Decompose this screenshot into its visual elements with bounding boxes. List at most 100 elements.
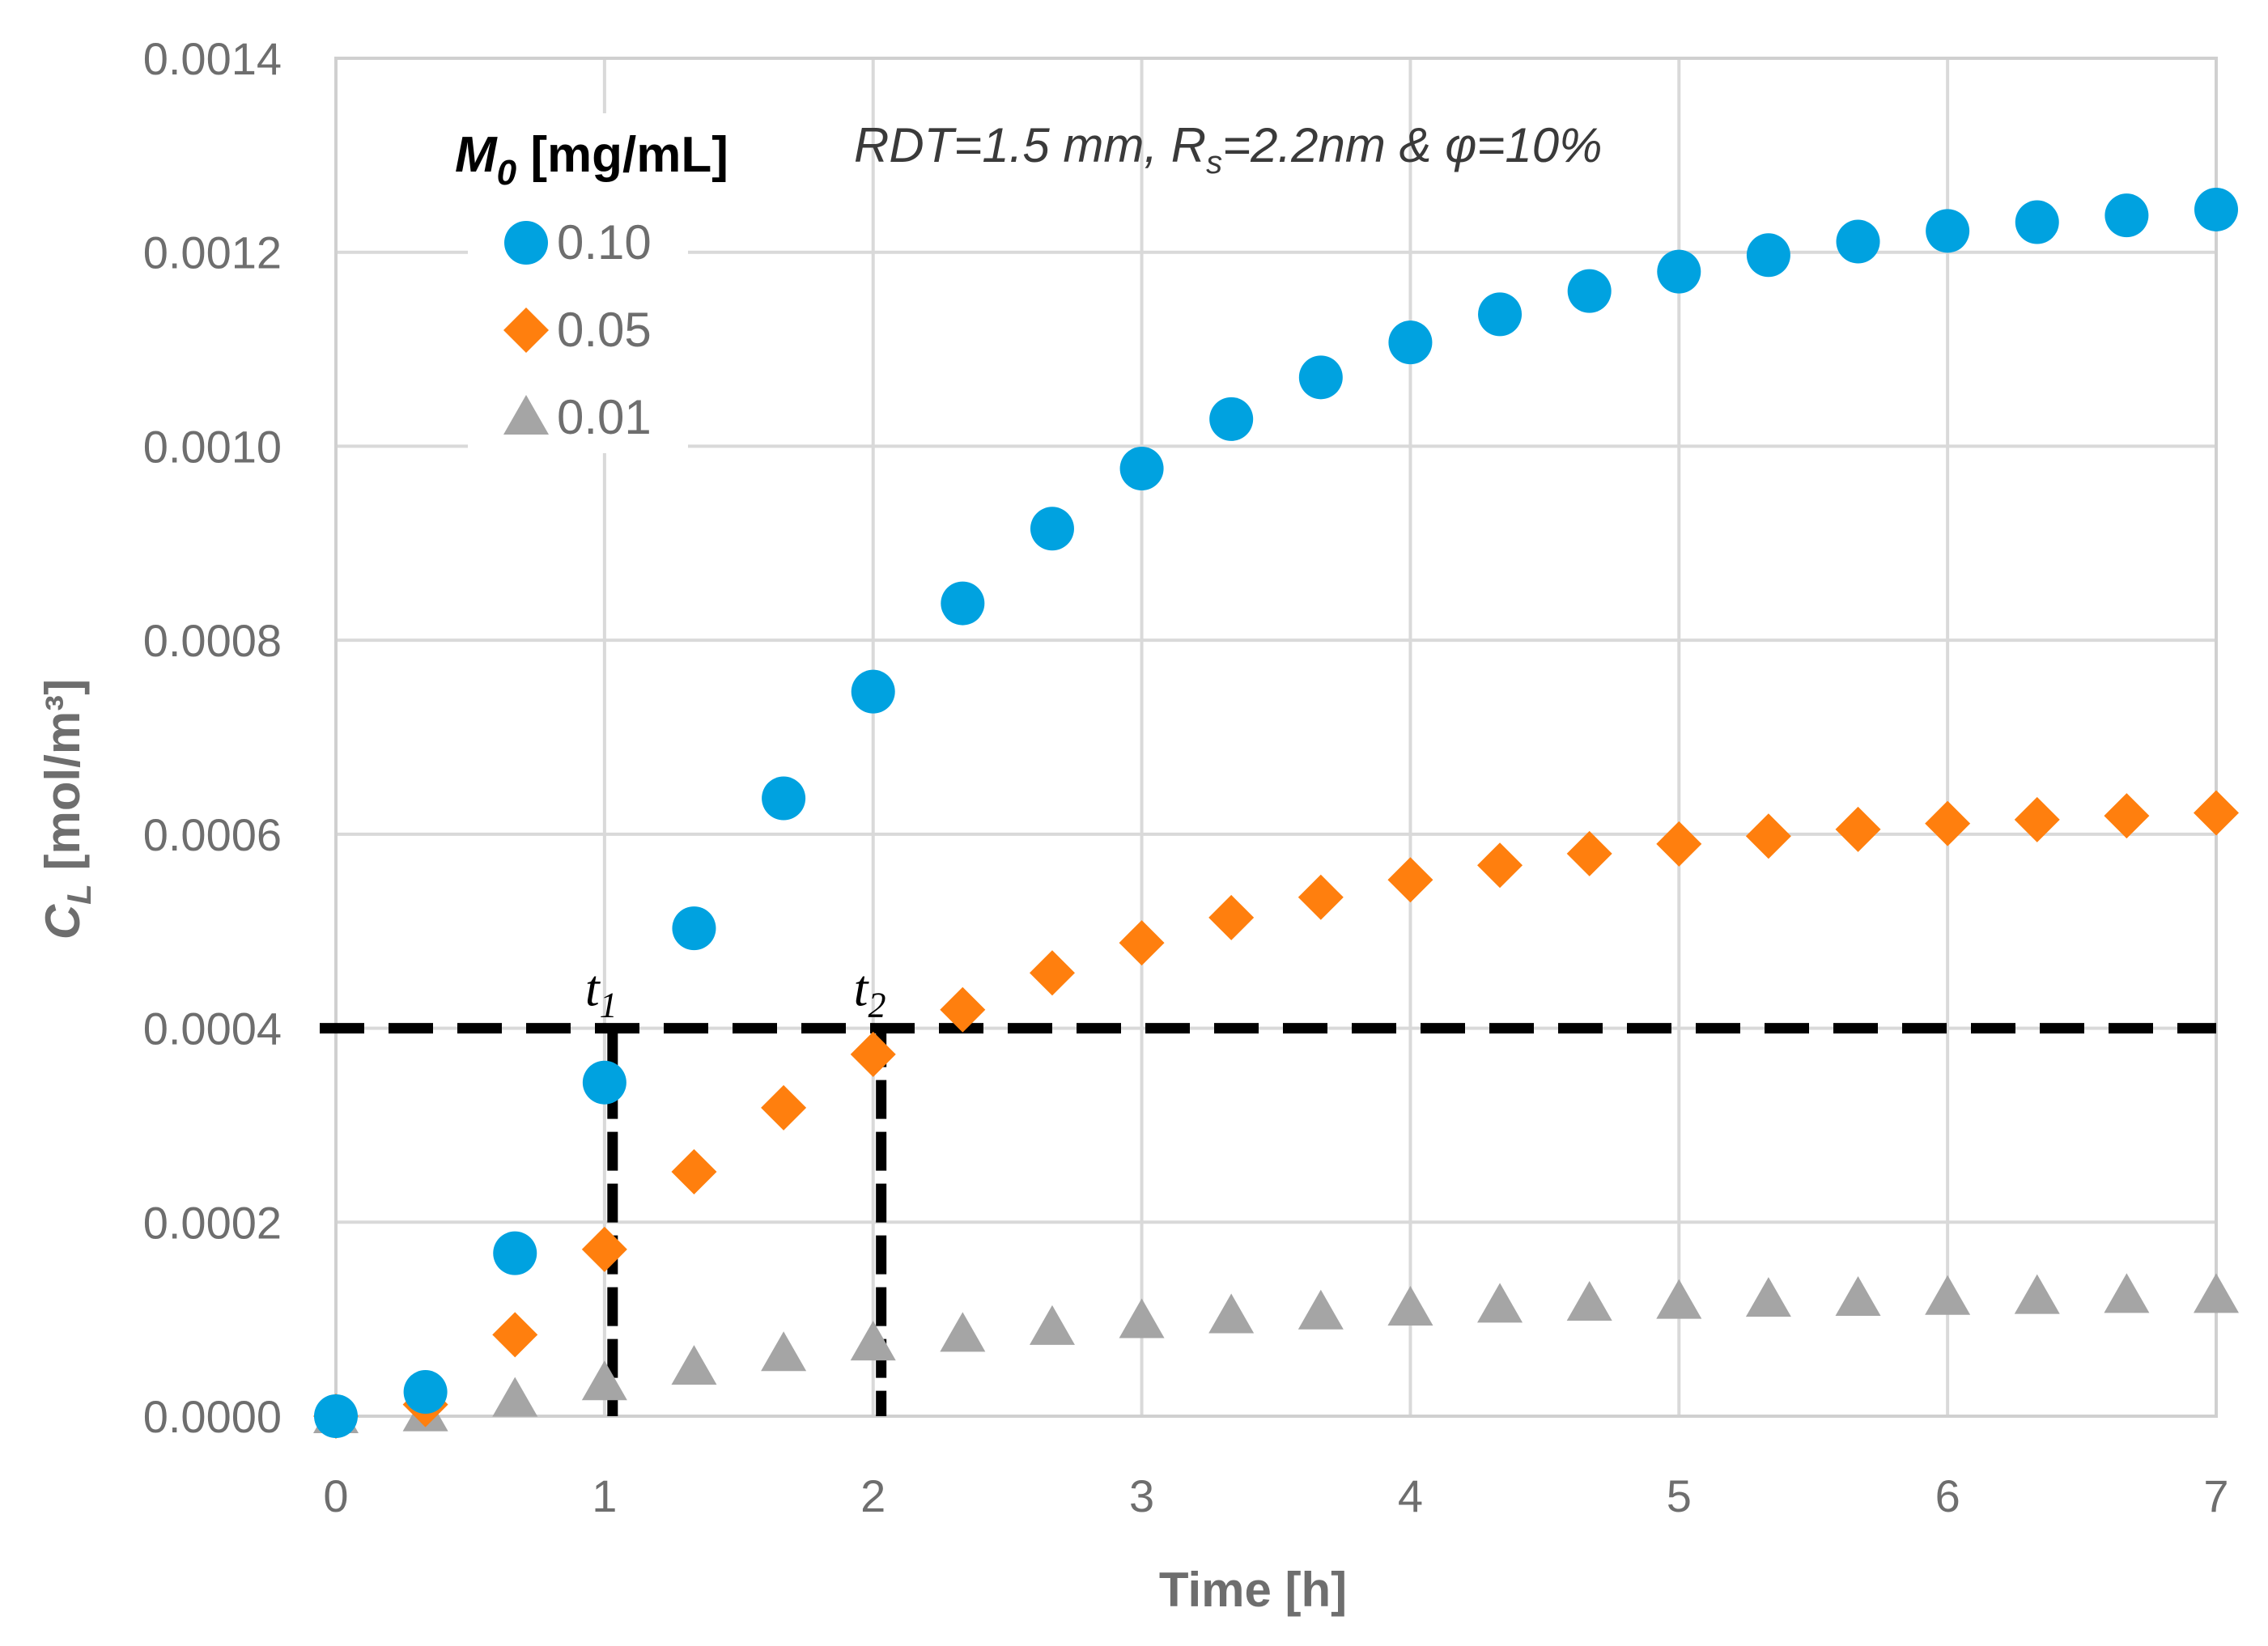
data-point <box>941 581 985 626</box>
legend: M0 [mg/mL] 0.10 0.05 0.01 <box>455 113 728 453</box>
data-point <box>1836 219 1880 264</box>
data-point <box>850 1321 896 1361</box>
data-point <box>2194 187 2238 231</box>
series <box>313 187 2239 1439</box>
annotation-sub: s <box>1206 145 1222 180</box>
data-point <box>940 1312 986 1352</box>
data-point <box>762 776 806 821</box>
x-tick-label: 4 <box>1398 1470 1423 1521</box>
data-point <box>1925 1275 1971 1315</box>
data-point <box>2014 796 2060 842</box>
plot-area-frame <box>334 57 2218 1418</box>
data-point <box>1477 1283 1523 1323</box>
data-point <box>2104 193 2149 238</box>
data-point <box>1746 233 1790 278</box>
data-point <box>671 1148 717 1194</box>
time-marker-label-2: t2 <box>854 960 886 1025</box>
y-tick-label: 0.0010 <box>143 421 282 472</box>
series-0.10 <box>314 187 2238 1438</box>
data-point <box>581 1226 627 1272</box>
x-axis-ticks: 0 1 2 3 4 5 6 7 <box>323 1470 2228 1521</box>
data-point <box>1209 397 1254 441</box>
legend-title: M0 [mg/mL] <box>455 127 728 193</box>
data-point <box>314 1394 358 1438</box>
data-point <box>2015 200 2059 244</box>
data-point <box>1119 446 1164 490</box>
annotation-post: =2.2nm & φ=10% <box>1222 118 1602 172</box>
x-tick-label: 7 <box>2203 1470 2228 1521</box>
y-axis-title: CL [mol/m³] <box>36 679 98 940</box>
data-point <box>1566 830 1612 876</box>
x-tick-label: 3 <box>1129 1470 1154 1521</box>
chart-annotation: RDT=1.5 mm, Rs=2.2nm & φ=10% <box>854 118 1603 180</box>
data-point <box>1745 1277 1791 1317</box>
data-point <box>1925 800 1971 846</box>
y-axis-title-unit: [mol/m³] <box>36 679 90 884</box>
data-point <box>1208 894 1255 940</box>
data-point <box>1478 292 1523 337</box>
data-point <box>1029 950 1075 996</box>
y-tick-label: 0.0014 <box>143 33 282 84</box>
data-point <box>2194 790 2239 836</box>
legend-title-sub: 0 <box>497 153 517 193</box>
data-point <box>1119 920 1165 966</box>
time-marker-label-1: t1 <box>585 960 618 1025</box>
legend-items: 0.10 0.05 0.01 <box>503 215 652 444</box>
annotation-pre: RDT=1.5 mm, R <box>854 118 1206 172</box>
legend-background <box>468 113 688 453</box>
legend-marker-diamond <box>503 308 549 353</box>
data-point <box>940 986 986 1033</box>
data-point <box>1477 842 1523 889</box>
y-axis-title-base: C <box>36 903 90 940</box>
y-tick-label: 0.0008 <box>143 615 282 666</box>
data-point <box>761 1331 807 1372</box>
data-point <box>1387 1285 1433 1326</box>
data-point <box>1656 1279 1702 1319</box>
data-point <box>1387 857 1433 903</box>
data-point <box>492 1377 538 1417</box>
data-point <box>1298 355 1343 400</box>
legend-label: 0.05 <box>557 303 652 357</box>
y-tick-label: 0.0006 <box>143 809 282 860</box>
y-axis-ticks: 0.0000 0.0002 0.0004 0.0006 0.0008 0.0010 0.00… <box>143 33 282 1442</box>
data-point <box>1926 209 1970 253</box>
data-point <box>1119 1298 1165 1338</box>
x-tick-label: 1 <box>592 1470 617 1521</box>
data-point <box>1656 821 1702 867</box>
legend-title-unit: [mg/mL] <box>516 127 728 183</box>
data-point <box>1657 249 1701 294</box>
data-point <box>761 1084 807 1131</box>
data-point <box>851 669 895 714</box>
data-point <box>672 906 716 951</box>
data-point <box>1388 320 1433 365</box>
data-point <box>1298 1289 1344 1330</box>
y-tick-label: 0.0000 <box>143 1391 282 1442</box>
series-0.01 <box>313 1273 2239 1433</box>
data-point <box>1208 1293 1255 1334</box>
data-point <box>2104 1273 2150 1313</box>
data-point <box>581 1360 627 1401</box>
data-point <box>403 1370 448 1415</box>
legend-label: 0.01 <box>557 390 652 444</box>
x-tick-label: 6 <box>1935 1470 1960 1521</box>
data-point <box>671 1345 717 1385</box>
data-point <box>582 1060 626 1105</box>
data-point <box>1029 1304 1075 1345</box>
legend-marker-triangle <box>503 395 549 435</box>
y-tick-label: 0.0004 <box>143 1003 282 1054</box>
data-point <box>2014 1274 2060 1314</box>
data-point <box>850 1031 896 1077</box>
data-point <box>2104 793 2150 839</box>
data-point <box>492 1312 538 1358</box>
data-point <box>1835 806 1881 852</box>
data-point <box>1030 507 1074 551</box>
y-tick-label: 0.0012 <box>143 227 282 278</box>
x-tick-label: 0 <box>323 1470 348 1521</box>
series-0.05 <box>313 790 2239 1439</box>
data-point <box>1298 874 1344 920</box>
data-point <box>1567 269 1612 313</box>
data-point <box>493 1231 537 1275</box>
x-tick-label: 2 <box>860 1470 886 1521</box>
x-tick-label: 5 <box>1667 1470 1692 1521</box>
